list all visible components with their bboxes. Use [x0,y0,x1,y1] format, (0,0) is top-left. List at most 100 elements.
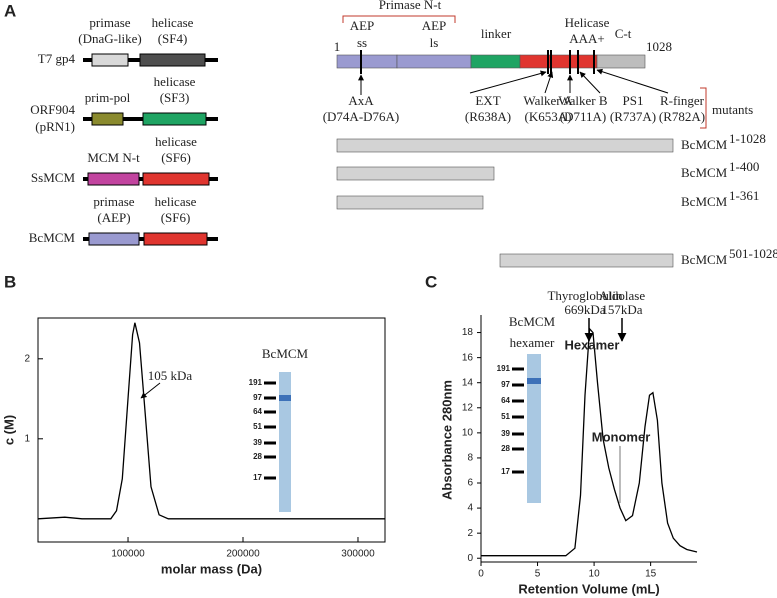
gel-band [527,378,541,384]
ladder-label: 39 [501,429,510,438]
truncation-name: BcMCM [681,194,728,209]
truncation-range: 501-1028 [729,246,777,261]
domain-label: primase [89,15,130,30]
domain-label: primase [93,194,134,209]
bracket [700,87,707,129]
ladder-mark [512,399,524,403]
y-tick-label: 0 [467,553,473,564]
ladder-mark [264,381,276,385]
ladder-label: 64 [501,396,510,405]
x-tick-label: 0 [478,569,484,580]
x-axis-label: molar mass (Da) [161,561,262,576]
marker-label: 157kDa [601,302,642,317]
domain-label: MCM N-t [87,150,140,165]
domain-label: helicase [155,134,197,149]
ladder-mark [512,415,524,419]
construct-name: ORF904 [30,102,75,117]
panel-label: A [4,1,16,20]
mutant-site: (K653A) [525,109,572,124]
ladder-mark [264,455,276,459]
mutant-site: (R638A) [465,109,511,124]
domain [91,112,124,126]
y-tick-label: 10 [462,427,474,438]
truncation-name: BcMCM [681,137,728,152]
y-tick-label: 12 [462,402,474,413]
y-axis-label: c (M) [1,415,16,445]
panel-b: 100000 200000 300000 1 2 molar mass (Da) c (M)… [1,317,386,576]
ladder-label: 51 [501,412,510,421]
mutant-site: (D74A-D76A) [323,109,400,124]
truncation [336,195,484,210]
mutants-label: mutants [712,102,753,117]
domain [142,112,207,126]
region-label: Helicase [565,15,610,30]
map-segment [336,54,398,69]
peak-label: Monomer [592,429,651,444]
mutant-name: Walker B [558,93,607,108]
construct-name: (pRN1) [35,119,75,134]
domain [91,53,129,67]
y-tick-label: 16 [462,352,474,363]
y-tick-label: 1 [24,433,30,444]
panel-a: T7 gp4primase(DnaG-like)helicase(SF4)ORF… [29,0,777,268]
data-line [37,322,385,520]
domain [88,232,140,246]
mutant-site: (R782A) [659,109,705,124]
region-label: ls [430,35,439,50]
truncation [336,166,495,181]
ladder-mark [512,432,524,436]
domain-label: helicase [155,194,197,209]
domain-label: prim-pol [85,90,131,105]
ladder-label: 39 [253,438,262,447]
bracket [342,15,456,23]
ladder-label: 28 [253,452,262,461]
region-label: linker [481,26,512,41]
ladder-label: 17 [253,473,262,482]
ladder-mark [264,476,276,480]
y-tick-label: 4 [467,503,473,514]
truncation-range: 1-361 [729,188,759,203]
gel-title: BcMCM [509,314,556,329]
y-tick-label: 2 [24,353,30,364]
mutant-site: (R737A) [610,109,656,124]
mutant-name: Walker A [523,93,573,108]
domain [139,53,206,67]
domain-label: (SF3) [160,90,190,105]
truncation [336,138,674,153]
map-segment [519,54,598,69]
y-axis-label: Absorbance 280nm [439,380,454,500]
map-segment [470,54,521,69]
mutant-name: EXT [475,93,500,108]
map-segment [396,54,472,69]
ladder-label: 64 [253,407,262,416]
domain [143,232,208,246]
domain-label: (DnaG-like) [78,31,142,46]
y-tick-label: 14 [462,377,474,388]
mutation-site [593,50,595,74]
x-axis-label: Retention Volume (mL) [518,581,659,596]
group-label: Primase N-t [379,0,442,12]
gel [527,354,541,503]
ladder-mark [264,441,276,445]
construct-name: BcMCM [29,230,76,245]
mutation-site [577,50,579,74]
y-tick-label: 8 [467,453,473,464]
y-tick-label: 2 [467,528,473,539]
line [579,71,601,94]
domain [142,172,210,186]
gel-title: hexamer [510,335,555,350]
mutant-name: AxA [348,93,374,108]
ladder-label: 97 [253,393,262,402]
gel-title: BcMCM [262,346,309,361]
annotation: 105 kDa [148,368,193,383]
ladder-label: 191 [497,364,511,373]
ladder-label: 97 [501,380,510,389]
region-label: AEP [350,18,375,33]
x-tick-label: 10 [589,569,601,580]
mutant-name: PS1 [623,93,644,108]
mutation-site [547,50,549,74]
y-tick-label: 6 [467,478,473,489]
x-tick-label: 100000 [111,549,145,560]
ladder-mark [264,425,276,429]
